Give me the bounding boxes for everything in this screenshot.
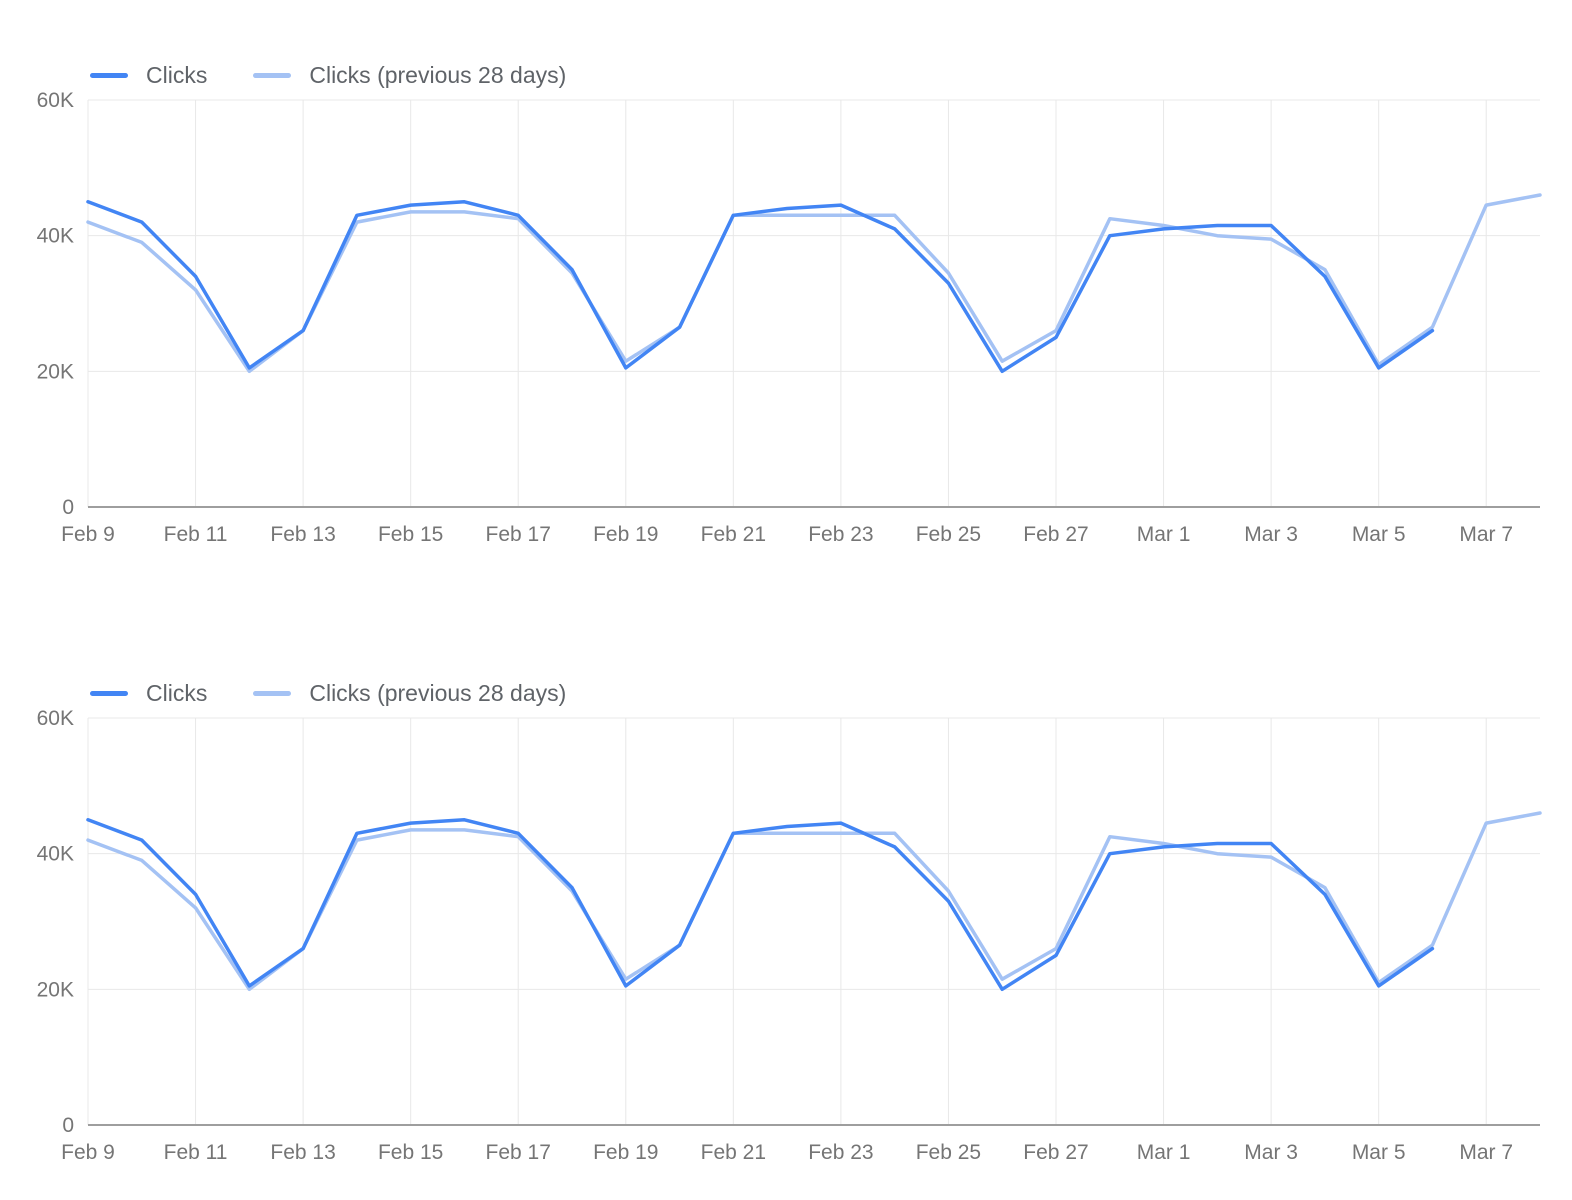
x-tick-label: Feb 15 (378, 523, 443, 546)
x-tick-label: Feb 23 (808, 523, 873, 546)
x-tick-label: Feb 13 (270, 1141, 335, 1164)
legend-label-clicks: Clicks (146, 680, 208, 706)
legend-item-clicks-previous: Clicks (previous 28 days) (253, 682, 566, 705)
x-tick-label: Feb 25 (916, 523, 981, 546)
line-chart-svg: 0 20K 40K 60K Feb 9 Feb 11 Feb 13 Feb 15 Feb 17 F… (37, 707, 1542, 1164)
x-tick-label: Mar 7 (1459, 523, 1513, 546)
line-chart-svg: 0 20K 40K 60K Feb 9 Feb 11 Feb 13 Feb 15 Feb 17 F… (37, 89, 1542, 546)
y-tick-label: 60K (37, 707, 74, 730)
legend-item-clicks-previous: Clicks (previous 28 days) (253, 64, 566, 87)
clicks-previous-28-days-line (86, 811, 1542, 992)
legend-item-clicks: Clicks (90, 682, 207, 705)
y-tick-label: 20K (37, 360, 74, 383)
y-tick-label: 20K (37, 978, 74, 1001)
x-tick-label: Feb 15 (378, 1141, 443, 1164)
x-tick-label: Feb 21 (701, 523, 766, 546)
y-tick-label: 60K (37, 89, 74, 112)
clicks-line-chart-top: Clicks Clicks (previous 28 days) 0 20K 40K… (0, 0, 1572, 560)
x-tick-label: Feb 19 (593, 1141, 658, 1164)
x-tick-label: Feb 13 (270, 523, 335, 546)
clicks-previous-28-days-line (86, 193, 1542, 374)
x-tick-label: Feb 11 (164, 523, 228, 546)
y-tick-label: 0 (62, 1114, 74, 1137)
x-tick-label: Feb 9 (61, 1141, 115, 1164)
x-tick-label: Feb 17 (486, 523, 551, 546)
legend-label-clicks: Clicks (146, 62, 208, 88)
x-tick-label: Mar 3 (1244, 1141, 1298, 1164)
x-tick-label: Feb 11 (164, 1141, 228, 1164)
x-tick-label: Feb 19 (593, 523, 658, 546)
legend-label-clicks-previous: Clicks (previous 28 days) (309, 62, 567, 88)
legend-item-clicks: Clicks (90, 64, 207, 87)
chart-legend: Clicks Clicks (previous 28 days) (90, 64, 566, 87)
clicks-line-swatch (90, 691, 128, 696)
y-tick-label: 40K (37, 843, 74, 866)
clicks-line (86, 818, 1435, 992)
x-tick-label: Feb 25 (916, 1141, 981, 1164)
legend-label-clicks-previous: Clicks (previous 28 days) (309, 680, 567, 706)
x-tick-label: Feb 27 (1023, 523, 1088, 546)
x-tick-label: Mar 5 (1352, 523, 1406, 546)
clicks-line (86, 200, 1435, 374)
chart-legend: Clicks Clicks (previous 28 days) (90, 682, 566, 705)
y-tick-label: 40K (37, 225, 74, 248)
clicks-line-swatch (90, 73, 128, 78)
y-tick-label: 0 (62, 496, 74, 519)
x-tick-label: Mar 3 (1244, 523, 1298, 546)
clicks-line-chart-bottom: Clicks Clicks (previous 28 days) 0 20K 40K… (0, 618, 1572, 1178)
x-tick-label: Feb 17 (486, 1141, 551, 1164)
x-tick-label: Feb 21 (701, 1141, 766, 1164)
x-tick-label: Mar 1 (1137, 523, 1191, 546)
x-tick-label: Feb 27 (1023, 1141, 1088, 1164)
x-tick-label: Feb 23 (808, 1141, 873, 1164)
x-tick-label: Mar 5 (1352, 1141, 1406, 1164)
clicks-previous-line-swatch (253, 73, 292, 78)
clicks-previous-line-swatch (253, 691, 292, 696)
x-tick-label: Mar 7 (1459, 1141, 1513, 1164)
x-tick-label: Mar 1 (1137, 1141, 1191, 1164)
x-tick-label: Feb 9 (61, 523, 115, 546)
